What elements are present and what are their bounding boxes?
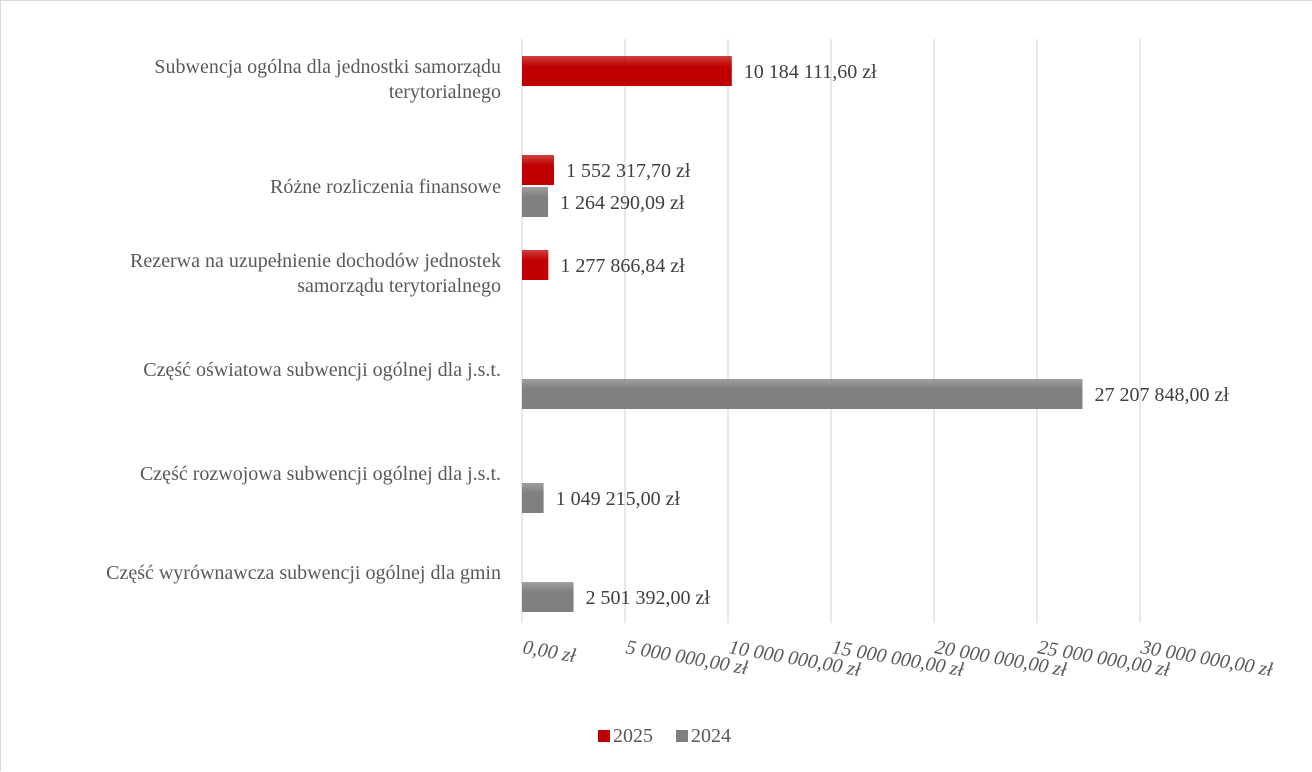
data-label: 1 552 317,70 zł [566,160,691,182]
category-label: terytorialnego [389,81,501,103]
bar-2025-0 [522,56,732,86]
legend-label: 2024 [691,725,731,747]
data-label: 27 207 848,00 zł [1094,384,1229,406]
x-tick-label: 0,00 zł [521,636,578,667]
legend: 2025 2024 [598,725,731,747]
bar-2025-1 [522,155,554,185]
bar-2024-5 [522,582,574,612]
bar-2025-2 [522,250,549,280]
bar-2024-4 [522,483,544,513]
bar-2024-3 [522,379,1083,409]
bar-2024-1 [522,187,549,217]
bars [522,56,1083,612]
legend-label: 2025 [613,725,653,747]
category-label: Część oświatowa subwencji ogólnej dla j.… [143,359,501,381]
category-labels: Subwencja ogólna dla jednostki samorządu… [106,56,501,584]
data-label: 1 277 866,84 zł [560,255,685,277]
data-labels: 10 184 111,60 zł 1 552 317,70 zł 1 277 866… [556,61,1230,609]
category-label: samorządu terytorialnego [297,275,501,297]
gridlines [521,39,1141,623]
data-label: 1 049 215,00 zł [556,488,681,510]
category-label: Część rozwojowa subwencji ogólnej dla j.… [140,463,501,485]
legend-swatch-2024 [676,730,688,742]
category-label: Subwencja ogólna dla jednostki samorządu [154,56,501,78]
data-label: 2 501 392,00 zł [586,587,711,609]
category-label: Część wyrównawcza subwencji ogólnej dla … [106,562,501,584]
category-label: Różne rozliczenia finansowe [270,176,501,198]
category-label: Rezerwa na uzupełnienie dochodów jednost… [130,250,501,272]
data-label: 10 184 111,60 zł [744,61,877,83]
data-label: 1 264 290,09 zł [560,192,685,214]
legend-swatch-2025 [598,730,610,742]
